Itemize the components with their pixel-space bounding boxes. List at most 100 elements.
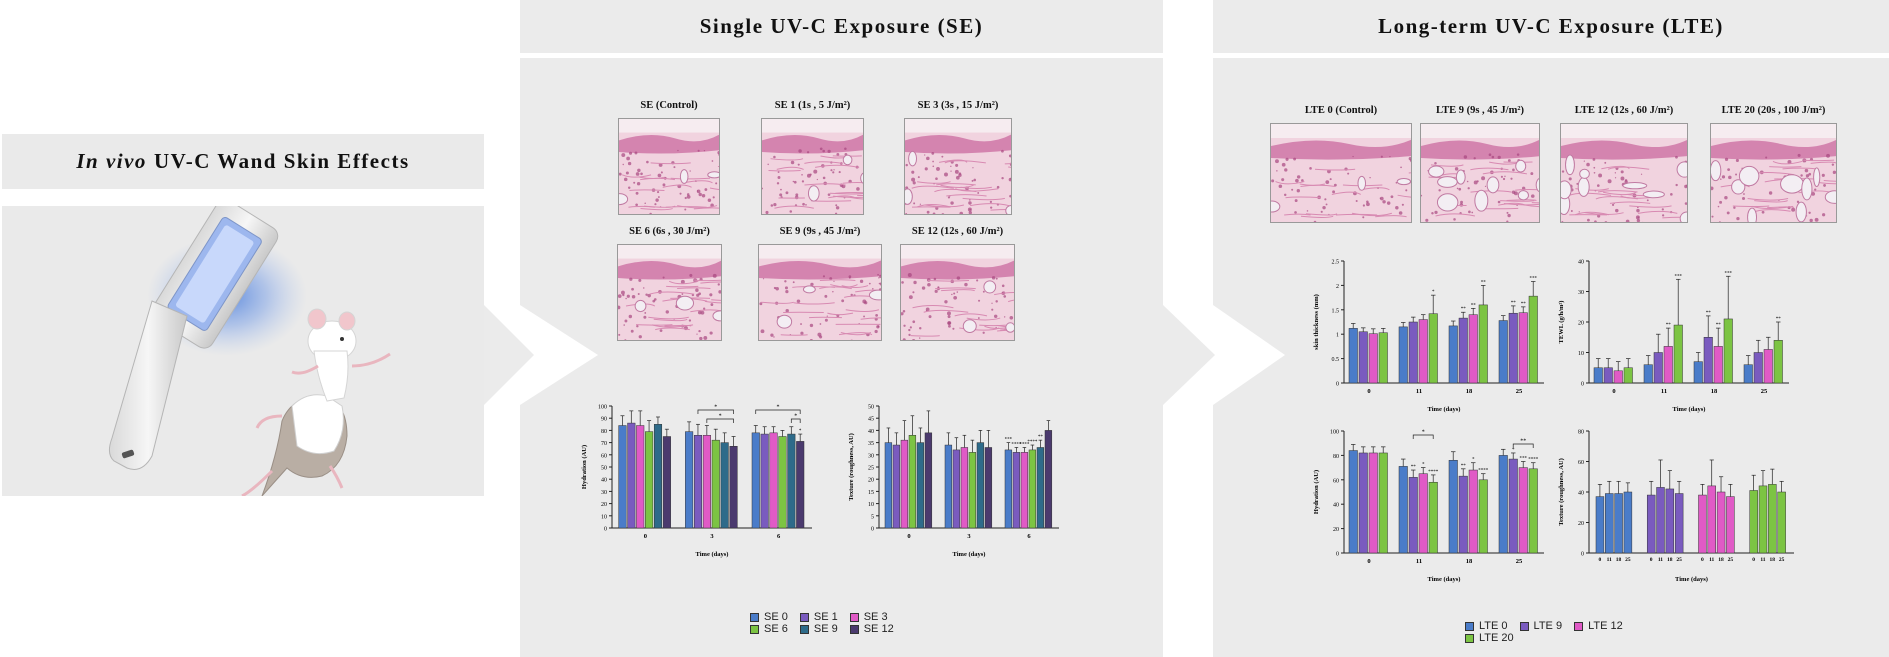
bar — [1646, 494, 1656, 554]
lte-panel-title: Long-term UV-C Exposure (LTE) — [1213, 0, 1889, 53]
x-axis-label: Time (days) — [1428, 576, 1461, 583]
lte-texture-chart: 0 20 40 60 80 Texture (roughness, AU) Time (da… — [1555, 425, 1800, 585]
legend-label: LTE 9 — [1533, 620, 1563, 632]
bar — [1020, 452, 1029, 529]
bar — [1623, 367, 1633, 384]
histology-label: SE 6 (6s , 30 J/m²) — [629, 226, 710, 237]
bracket-label: * — [794, 414, 797, 420]
histology-image — [904, 118, 1012, 215]
bar — [653, 424, 663, 529]
bar — [1749, 490, 1758, 554]
lte-thickness-chart: 0 0.5 1 1.5 2 2.5 skin thickness (mm) Time (day… — [1310, 255, 1550, 415]
significance-mark: ** — [1521, 302, 1527, 307]
legend-label: SE 9 — [813, 623, 838, 635]
legend-label: SE 6 — [764, 623, 788, 635]
legend-swatch — [750, 612, 759, 622]
x-tick-label: 25 — [1516, 558, 1523, 565]
y-tick-label: 45 — [868, 417, 874, 423]
x-tick-label: 0 — [1650, 557, 1653, 563]
significance-mark: **** — [1027, 440, 1038, 445]
bar — [796, 441, 805, 529]
y-tick-label: 80 — [1578, 430, 1584, 436]
x-tick-label: 25 — [1516, 388, 1523, 395]
x-tick-label: 11 — [1658, 557, 1663, 563]
x-tick-label: 25 — [1625, 557, 1631, 563]
significance-mark: **** — [1428, 470, 1439, 475]
bar — [662, 436, 671, 529]
title-italic: In vivo — [76, 149, 147, 173]
y-tick-label: 60 — [1578, 460, 1584, 466]
significance-bracket — [755, 409, 801, 414]
bar — [1044, 430, 1053, 529]
flow-arrow-2 — [1163, 305, 1215, 405]
bar — [636, 425, 645, 529]
x-axis-label: Time (days) — [1673, 406, 1706, 413]
significance-bracket — [1412, 434, 1434, 439]
bar — [693, 435, 703, 529]
x-tick-label: 3 — [710, 533, 714, 540]
bar — [1643, 364, 1653, 384]
significance-mark: ** — [1471, 303, 1477, 308]
legend-item: SE 9 — [799, 623, 838, 635]
histology-label: SE 3 (3s , 15 J/m²) — [917, 100, 999, 111]
bar — [1378, 332, 1388, 384]
bar — [916, 442, 925, 529]
bar — [1605, 493, 1614, 554]
bar — [1398, 326, 1408, 384]
legend-label: SE 3 — [863, 611, 888, 623]
legend-label: LTE 12 — [1588, 620, 1623, 632]
significance-mark: *** — [1519, 457, 1527, 462]
histology-label: SE 9 (9s , 45 J/m²) — [779, 226, 861, 237]
x-axis-label: Time (days) — [953, 551, 986, 558]
se-panel-title: Single UV-C Exposure (SE) — [520, 0, 1163, 53]
histology-label: SE 12 (12s , 60 J/m²) — [911, 226, 1004, 237]
bar — [1674, 493, 1684, 554]
significance-bracket — [706, 418, 734, 423]
bar — [1368, 452, 1378, 554]
histology-image — [617, 244, 722, 341]
bracket-label: * — [1422, 430, 1425, 436]
significance-mark: ** — [1411, 465, 1417, 470]
bar — [645, 431, 654, 529]
bar — [1595, 496, 1605, 554]
flow-arrow-1 — [484, 305, 534, 405]
x-axis-label: Time (days) — [1675, 576, 1708, 583]
x-axis-label: Time (days) — [1428, 406, 1461, 413]
y-tick-label: 40 — [1578, 491, 1584, 497]
x-tick-label: 0 — [1367, 388, 1370, 395]
bar — [1348, 450, 1358, 554]
bar — [968, 452, 977, 529]
wand-icon — [151, 206, 279, 349]
wand-handle — [108, 300, 188, 470]
bar — [1768, 484, 1777, 554]
bar — [751, 432, 760, 529]
x-tick-label: 25 — [1676, 557, 1682, 563]
legend-label: LTE 20 — [1479, 632, 1514, 644]
bar — [1028, 449, 1037, 529]
legend-swatch — [1465, 633, 1474, 643]
y-tick-label: 1 — [1336, 333, 1339, 339]
significance-mark: **** — [1528, 458, 1539, 463]
significance-mark: * — [1432, 290, 1435, 295]
x-tick-label: 6 — [777, 533, 781, 540]
histology-image — [900, 244, 1015, 341]
bar — [908, 435, 917, 529]
bar — [1468, 469, 1478, 554]
y-tick-label: 10 — [868, 502, 874, 508]
y-tick-label: 50 — [601, 466, 607, 472]
significance-mark: * — [1512, 448, 1515, 453]
bar — [1593, 367, 1603, 384]
bracket-label: * — [776, 405, 779, 411]
bar — [1012, 452, 1021, 529]
se-texture-chart: 0 5 10 15 20 25 30 35 40 45 50 Texture (roughness, … — [845, 400, 1065, 560]
significance-mark: ** — [1716, 323, 1722, 328]
bar — [760, 433, 769, 529]
x-tick-label: 18 — [1667, 557, 1673, 563]
bar — [1656, 487, 1665, 554]
bar — [1408, 321, 1418, 384]
y-tick-label: 40 — [601, 478, 607, 484]
bar — [944, 444, 953, 529]
significance-mark: * — [799, 429, 802, 434]
bar — [1673, 324, 1683, 384]
histology-image — [758, 244, 882, 341]
